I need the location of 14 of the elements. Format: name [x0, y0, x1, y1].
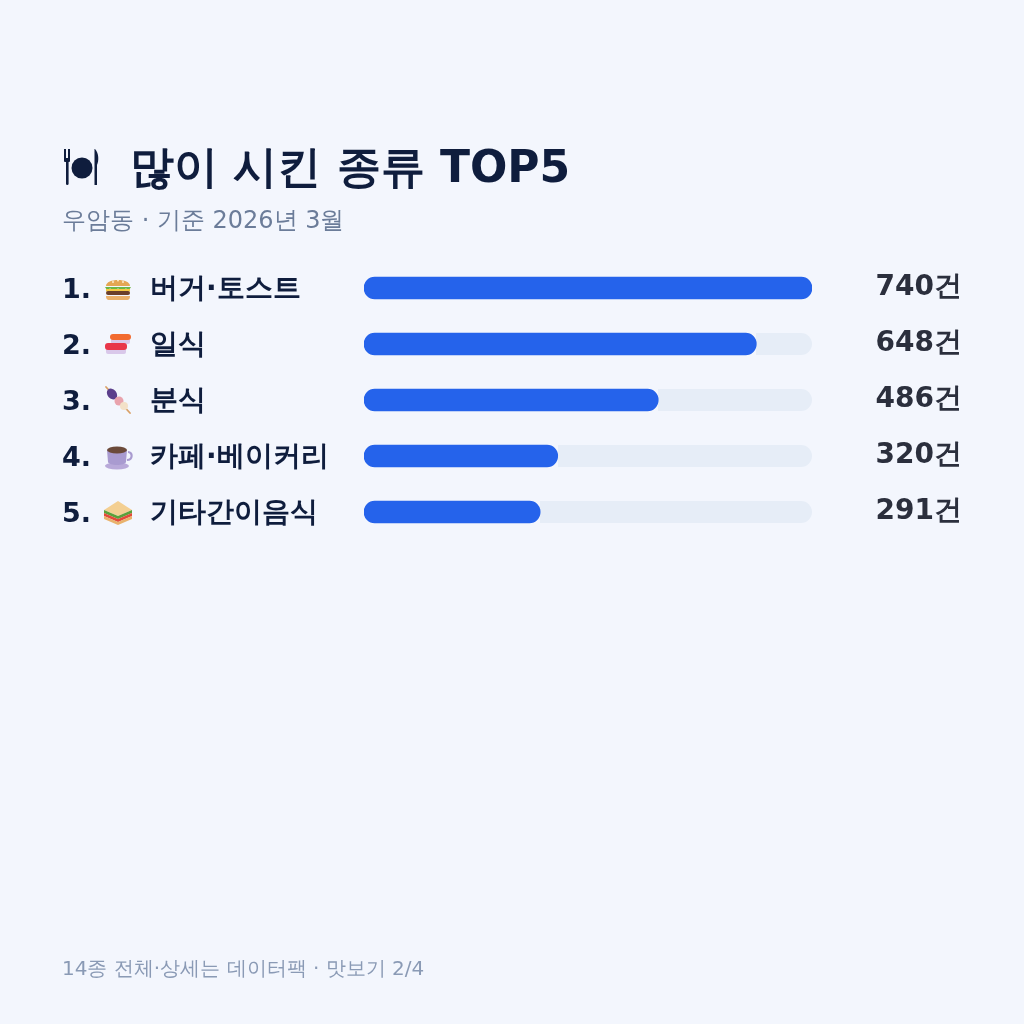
- category-label: 5. 기타간이음식: [62, 495, 318, 528]
- data-label: 740건: [875, 269, 962, 303]
- chart-title: 많이 시킨 종류 TOP5: [130, 140, 571, 194]
- data-label: 320건: [875, 437, 962, 471]
- category-label: 1. 버거·토스트: [62, 271, 301, 304]
- data-label: 486건: [875, 381, 962, 415]
- category-label: 3. 분식: [62, 383, 206, 416]
- data-label: 291건: [875, 493, 962, 527]
- category-label: 4. 카페·베이커리: [62, 439, 329, 472]
- category-label: 2. 일식: [62, 327, 206, 360]
- text: 14종 전체·상세는 데이터팩 · 맛보기 2/4: [62, 955, 425, 982]
- data-label: 648건: [875, 325, 962, 359]
- chart-subtitle: 우암동 · 기준 2026년 3월: [62, 205, 345, 236]
- bar: [364, 276, 812, 300]
